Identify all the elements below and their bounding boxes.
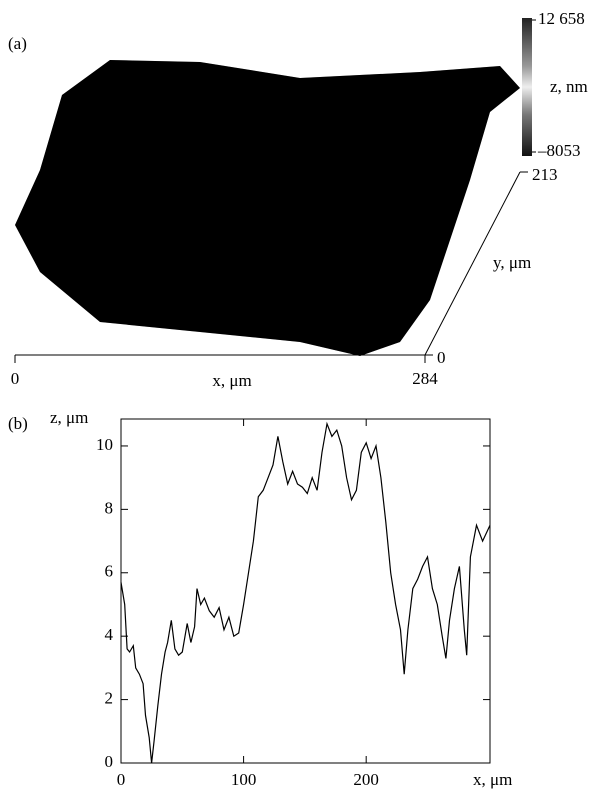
x-tick-label: 100 [231,770,257,789]
panel-label: (a) [8,34,27,53]
profile-line [120,421,491,764]
x-tick-label: 0 [117,770,126,789]
x-tick-label: 200 [353,770,379,789]
x-tick-label: 0 [11,369,20,388]
y-axis-label: z, μm [50,408,88,427]
y-tick-label: 0 [437,348,446,367]
y-tick-label: 213 [532,165,558,184]
y-axis [424,171,521,356]
surface-image [15,60,520,356]
colorbar-tick-label: 12 658 [538,9,585,28]
x-axis-label: x, μm [212,371,251,390]
colorbar-tick-label: –8053 [537,141,581,160]
panel-label: (b) [8,414,28,433]
y-tick-label: 6 [105,562,114,581]
y-tick-label: 2 [105,688,114,707]
y-tick-label: 0 [105,752,114,771]
x-tick-label: 284 [412,369,438,388]
y-tick-label: 8 [105,498,114,517]
y-tick-label: 10 [96,435,113,454]
colorbar-label: z, nm [550,77,588,96]
colorbar [522,18,532,156]
plot-frame [120,418,491,764]
y-tick-label: 4 [105,625,114,644]
y-axis-label: y, μm [493,253,531,272]
x-axis-label: x, μm [473,770,512,789]
